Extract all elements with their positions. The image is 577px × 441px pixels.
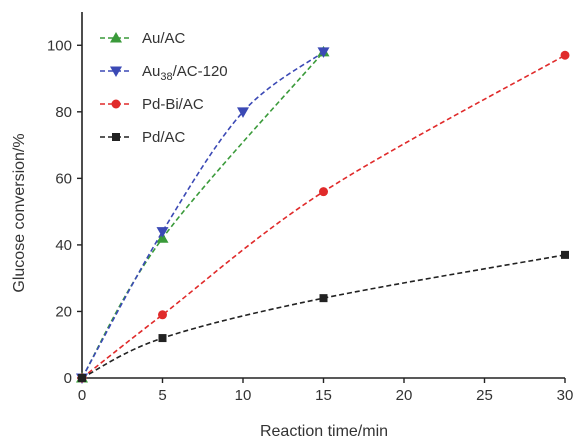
legend-entry: Pd/AC (100, 129, 186, 146)
legend: Au/AC Au38/AC-120 Pd-Bi/AC Pd/AC (100, 30, 228, 146)
legend-marker (110, 66, 122, 77)
y-tick-label: 60 (55, 170, 72, 187)
legend-label: Pd/AC (142, 129, 186, 146)
data-point (319, 294, 328, 303)
x-axis-label: Reaction time/min (260, 423, 388, 440)
x-tick-label: 15 (315, 387, 332, 404)
data-point (317, 47, 330, 58)
x-tick-label: 20 (396, 387, 413, 404)
y-tick-label: 100 (47, 37, 72, 54)
series-line (81, 254, 566, 379)
legend-label: Au38/AC-120 (142, 63, 228, 83)
legend-marker (110, 32, 122, 43)
data-point (156, 227, 169, 238)
legend-entry: Au/AC (100, 30, 186, 47)
data-point (237, 107, 249, 118)
x-tick-label: 10 (235, 387, 252, 404)
legend-marker (112, 133, 120, 141)
series-3 (78, 250, 569, 382)
data-point (561, 250, 569, 259)
series-layer (76, 45, 570, 384)
x-tick-label: 5 (158, 387, 166, 404)
legend-label: Au/AC (142, 30, 186, 47)
series-line (81, 51, 324, 379)
y-axis-label: Glucose conversion/% (11, 133, 28, 292)
series-2 (77, 50, 570, 383)
legend-marker (111, 99, 121, 109)
data-point (560, 50, 570, 60)
y-tick-label: 40 (55, 237, 72, 254)
legend-label: Pd-Bi/AC (142, 96, 204, 113)
y-tick-label: 0 (64, 370, 72, 387)
legend-entry: Au38/AC-120 (100, 63, 228, 83)
data-point (78, 374, 86, 382)
data-point (158, 334, 167, 343)
data-point (319, 187, 328, 197)
y-tick-label: 80 (55, 104, 72, 121)
data-point (158, 310, 167, 320)
legend-entry: Pd-Bi/AC (100, 96, 204, 113)
axes: 0 5 10 15 20 25 30 0 20 40 60 80 100 (47, 12, 573, 404)
x-tick-label: 0 (78, 387, 86, 404)
y-tick-label: 20 (55, 303, 72, 320)
x-tick-label: 25 (476, 387, 493, 404)
series-line (81, 54, 566, 379)
x-tick-label: 30 (557, 387, 574, 404)
